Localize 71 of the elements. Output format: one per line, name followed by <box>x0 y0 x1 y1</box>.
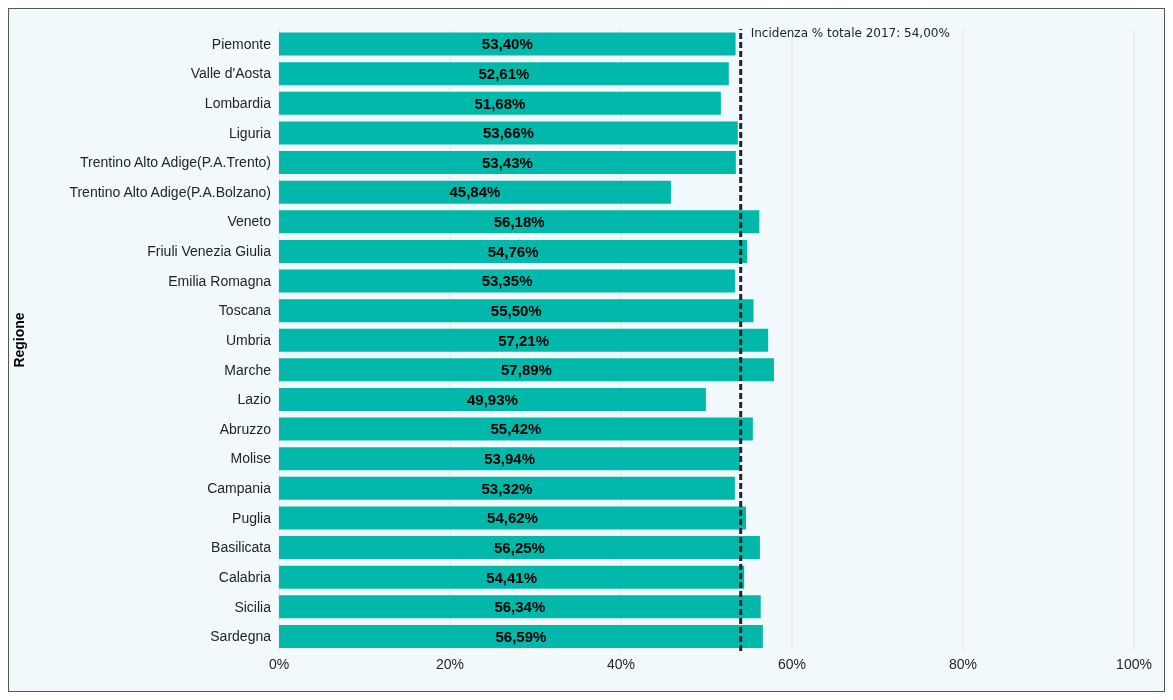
data-label: 52,61% <box>478 65 530 82</box>
bar <box>279 210 760 234</box>
data-label: 56,25% <box>494 538 545 556</box>
bar <box>279 269 736 293</box>
y-tick-label: Basilicata <box>211 539 272 556</box>
data-label: 53,32% <box>481 479 533 497</box>
data-label: 53,40% <box>481 35 533 53</box>
bar <box>279 121 738 145</box>
y-tick-label: Campania <box>207 480 272 497</box>
bar <box>279 62 729 86</box>
bar <box>279 239 748 263</box>
y-axis-title: Regione <box>10 312 27 368</box>
bar <box>279 624 763 648</box>
x-tick-label: 100% <box>1116 655 1152 672</box>
bar <box>279 506 746 530</box>
data-label: 56,18% <box>493 213 545 231</box>
x-tick-label: 0% <box>268 655 290 672</box>
y-tick-label: Puglia <box>232 509 272 526</box>
bar <box>279 299 754 323</box>
x-tick-label: 20% <box>435 655 465 672</box>
data-label: 49,93% <box>467 390 518 408</box>
y-tick-label: Toscana <box>218 302 272 319</box>
y-tick-label: Umbria <box>225 331 272 348</box>
y-tick-label: Sicilia <box>234 598 272 615</box>
y-tick-label: Sardegna <box>210 628 272 645</box>
y-tick-label: Molise <box>230 450 272 467</box>
bar <box>279 358 774 382</box>
data-label: 53,66% <box>482 124 534 142</box>
bar <box>279 32 736 56</box>
y-tick-label: Valle d'Aosta <box>190 65 272 82</box>
bar <box>279 180 671 204</box>
bar <box>279 476 735 500</box>
data-label: 53,43% <box>481 153 533 171</box>
bar <box>279 387 706 411</box>
data-label: 54,76% <box>487 242 539 260</box>
data-label: 57,21% <box>498 331 550 349</box>
y-tick-label: Calabria <box>218 568 272 585</box>
bar <box>279 328 769 352</box>
y-tick-label: Trentino Alto Adige(P.A.Bolzano) <box>69 183 271 200</box>
y-tick-label: Trentino Alto Adige(P.A.Trento) <box>80 154 271 171</box>
x-tick-label: 60% <box>777 655 807 672</box>
data-label: 54,41% <box>486 568 538 586</box>
bar <box>279 536 760 560</box>
data-label: 56,34% <box>494 598 546 616</box>
y-tick-label: Lombardia <box>204 95 272 112</box>
bar <box>279 91 721 115</box>
y-tick-label: Liguria <box>228 124 272 141</box>
x-tick-label: 80% <box>948 655 978 672</box>
y-tick-label: Emilia Romagna <box>168 272 272 289</box>
bar <box>279 565 745 589</box>
y-tick-label: Veneto <box>227 213 272 230</box>
bar <box>279 447 741 471</box>
data-label: 53,35% <box>481 272 533 290</box>
y-tick-label: Abruzzo <box>219 420 272 437</box>
data-label: 55,50% <box>490 301 542 319</box>
x-tick-label: 40% <box>606 655 636 672</box>
ref-line-label: Incidenza % totale 2017: 54,00% <box>750 26 950 40</box>
bar <box>279 151 736 175</box>
bar <box>279 417 753 441</box>
bar <box>279 595 761 619</box>
y-tick-label: Marche <box>224 361 272 378</box>
y-tick-label: Piemonte <box>211 35 272 52</box>
data-label: 55,42% <box>490 420 542 438</box>
y-tick-label: Friuli Venezia Giulia <box>147 243 272 260</box>
data-label: 57,89% <box>501 361 552 379</box>
data-label: 45,84% <box>449 183 501 201</box>
data-label: 54,62% <box>487 509 538 527</box>
y-tick-label: Lazio <box>237 391 272 408</box>
data-label: 56,59% <box>495 627 547 645</box>
data-label: 53,94% <box>484 450 536 468</box>
data-label: 51,68% <box>474 94 526 112</box>
